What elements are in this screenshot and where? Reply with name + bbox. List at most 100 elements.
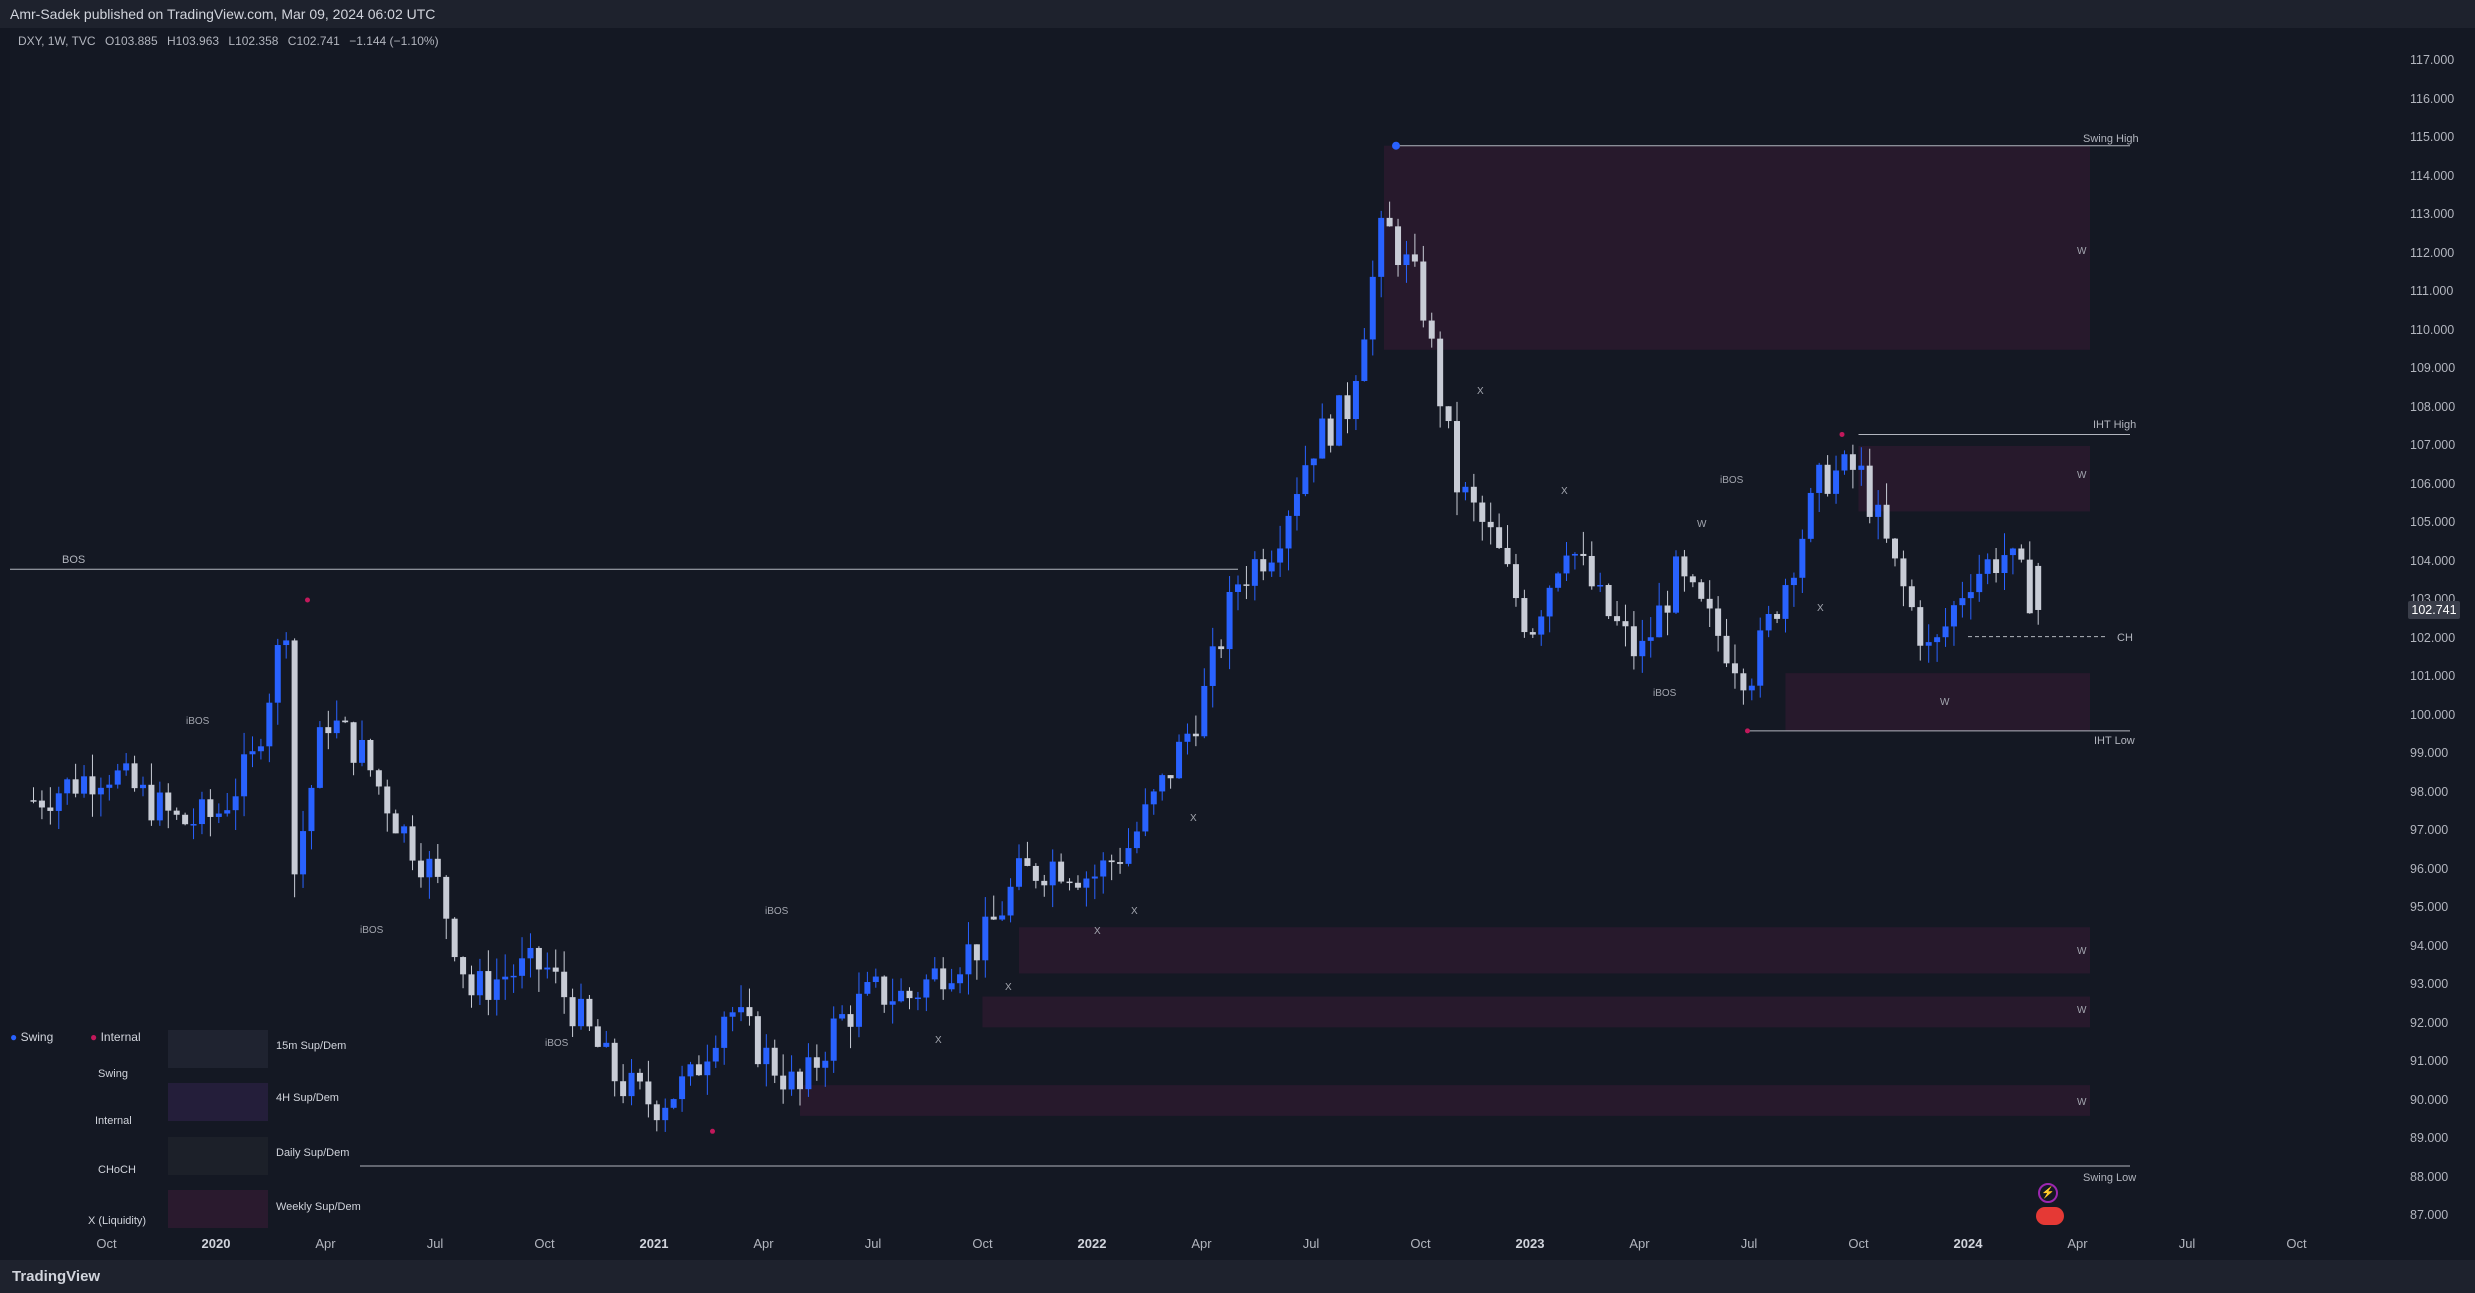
- candle-body: [249, 751, 256, 755]
- candle-body: [97, 787, 104, 795]
- candle-body: [1150, 791, 1157, 805]
- candle-body: [948, 983, 955, 990]
- time-tick: 2024: [1953, 1236, 1983, 1251]
- candle-body: [1310, 458, 1317, 466]
- candle-body: [1285, 515, 1292, 549]
- candle-body: [1883, 504, 1890, 539]
- label-liq-4: X: [1131, 906, 1138, 917]
- candle-body: [1967, 592, 1974, 599]
- candle-body: [1074, 882, 1081, 888]
- price-tick: 108.000: [2410, 399, 2456, 414]
- candle-body: [1521, 598, 1528, 633]
- candle-body: [308, 787, 315, 832]
- candle-body: [1563, 555, 1570, 574]
- time-tick: Apr: [1629, 1236, 1650, 1251]
- candle-body: [1950, 605, 1957, 627]
- candle-body: [1386, 217, 1393, 227]
- swatch-4h: [168, 1083, 268, 1121]
- candle-body: [384, 786, 391, 814]
- candle-body: [1841, 454, 1848, 471]
- candle-body: [493, 979, 500, 1000]
- candle-body: [367, 739, 374, 771]
- lightning-event-icon[interactable]: ⚡: [2038, 1183, 2058, 1203]
- candle-body: [2026, 559, 2033, 614]
- candle-body: [451, 918, 458, 958]
- price-tick: 94.000: [2410, 938, 2449, 953]
- swatch-15m: [168, 1030, 268, 1068]
- candle-body: [401, 826, 408, 834]
- candle-body: [1226, 591, 1233, 650]
- candle-body: [1673, 556, 1679, 613]
- candle-body: [1336, 395, 1343, 446]
- candle-body: [1824, 464, 1831, 494]
- candle-body: [662, 1107, 669, 1121]
- legend-symbol[interactable]: DXY, 1W, TVC: [18, 34, 96, 48]
- price-tick: 117.000: [2410, 53, 2455, 67]
- footer: TradingView: [0, 1260, 2475, 1293]
- candle-body: [1892, 538, 1898, 559]
- price-tick: 92.000: [2410, 1015, 2449, 1030]
- label-zone-5: W: [2077, 1097, 2087, 1108]
- time-tick: Jul: [2178, 1236, 2196, 1251]
- candle-body: [291, 640, 298, 875]
- legend-close: C102.741: [287, 34, 340, 48]
- tradingview-logo[interactable]: TradingView: [12, 1268, 101, 1285]
- legend-open: O103.885: [104, 34, 158, 48]
- candle-body: [1142, 804, 1149, 832]
- last-price-label: 102.741: [2408, 601, 2460, 619]
- label-swing-low: Swing Low: [2083, 1172, 2137, 1184]
- candle-body: [1740, 673, 1747, 691]
- label-liq-5: X: [1094, 926, 1101, 937]
- candle-body: [342, 720, 349, 723]
- swing-high-marker: [1392, 141, 1400, 150]
- candle-body: [1715, 608, 1722, 636]
- candle-body: [1293, 494, 1300, 516]
- label-zone-2: W: [2077, 470, 2087, 481]
- candle-body: [1496, 527, 1503, 548]
- candle-body: [527, 947, 534, 959]
- candle-body: [628, 1072, 635, 1097]
- candle-body: [2035, 565, 2042, 610]
- candle-body: [274, 645, 281, 703]
- price-tick: 97.000: [2410, 823, 2449, 837]
- label-choch: CH: [2117, 632, 2133, 644]
- candle-body: [1184, 733, 1191, 742]
- candle-body: [729, 1012, 736, 1017]
- candle-body: [603, 1042, 610, 1047]
- candle-body: [1327, 418, 1334, 446]
- candle-body: [1462, 486, 1469, 493]
- candle-body: [1479, 502, 1486, 522]
- candle-body: [1723, 635, 1730, 664]
- key-line-liquidity: X (Liquidity): [88, 1215, 147, 1227]
- candle-body: [434, 858, 441, 877]
- price-tick: 106.000: [2410, 476, 2456, 491]
- candle-body: [1512, 564, 1519, 599]
- candle-body: [333, 720, 340, 734]
- time-tick: 2022: [1077, 1236, 1107, 1251]
- candle-body: [409, 826, 416, 861]
- candle-body: [569, 997, 576, 1027]
- swatch-daily: [168, 1137, 268, 1175]
- candle-body: [1917, 607, 1924, 646]
- candle-body: [123, 763, 130, 771]
- legend-low: L102.358: [228, 34, 279, 48]
- price-tick: 96.000: [2410, 861, 2449, 876]
- label-ibos-3: iBOS: [765, 906, 789, 917]
- candle-body: [148, 784, 155, 821]
- candle-body: [1900, 558, 1907, 587]
- candle-body: [1555, 573, 1562, 588]
- candle-body: [89, 776, 96, 795]
- candle-body: [1656, 605, 1663, 638]
- candle-body: [519, 958, 526, 976]
- candle-body: [1176, 741, 1183, 779]
- candle-body: [1529, 632, 1536, 635]
- price-tick: 105.000: [2410, 515, 2456, 529]
- candle-body: [417, 860, 424, 878]
- supply-demand-zone: [982, 996, 2090, 1028]
- candle-body: [973, 944, 980, 961]
- key-internal-dot: ● Internal: [90, 1030, 141, 1044]
- key-swing-dot: ● Swing: [10, 1030, 53, 1044]
- candle-body: [1875, 504, 1882, 517]
- us-flag-event-icon[interactable]: [2036, 1207, 2064, 1225]
